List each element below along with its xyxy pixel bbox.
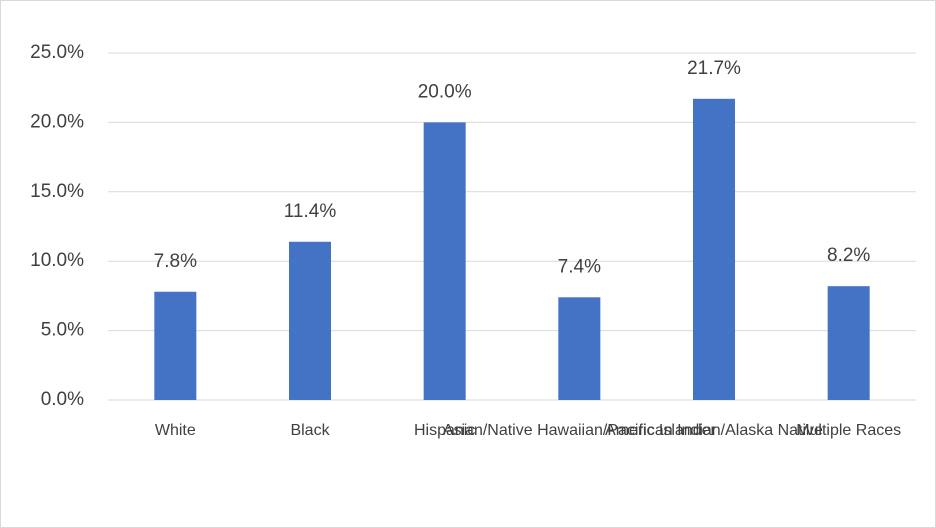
bar xyxy=(693,98,735,400)
x-tick-label: White xyxy=(155,422,196,439)
value-label: 8.2% xyxy=(827,245,870,266)
y-tick-label: 15.0% xyxy=(30,181,84,202)
x-tick-label: American Indian/Alaska Native xyxy=(605,422,823,439)
value-label: 11.4% xyxy=(284,201,337,222)
x-tick-label: Hispanic xyxy=(414,422,475,439)
bar xyxy=(827,286,870,400)
value-label: 7.8% xyxy=(154,251,197,272)
x-tick-label: Multiple Races xyxy=(796,422,901,439)
y-tick-label: 0.0% xyxy=(41,389,84,410)
x-tick-label: Black xyxy=(290,422,330,439)
value-label: 21.7% xyxy=(687,58,741,79)
bar xyxy=(154,291,197,400)
y-tick-label: 20.0% xyxy=(30,111,84,132)
x-tick-label: Asian/Native Hawaiian/Pacific Islander xyxy=(443,422,717,439)
y-tick-label: 5.0% xyxy=(41,320,84,341)
bar xyxy=(289,241,331,400)
y-tick-label: 25.0% xyxy=(30,42,84,63)
value-label: 7.4% xyxy=(558,256,601,277)
bar xyxy=(558,297,601,400)
y-tick-label: 10.0% xyxy=(30,250,84,271)
bar xyxy=(423,122,466,401)
value-label: 20.0% xyxy=(418,81,472,102)
